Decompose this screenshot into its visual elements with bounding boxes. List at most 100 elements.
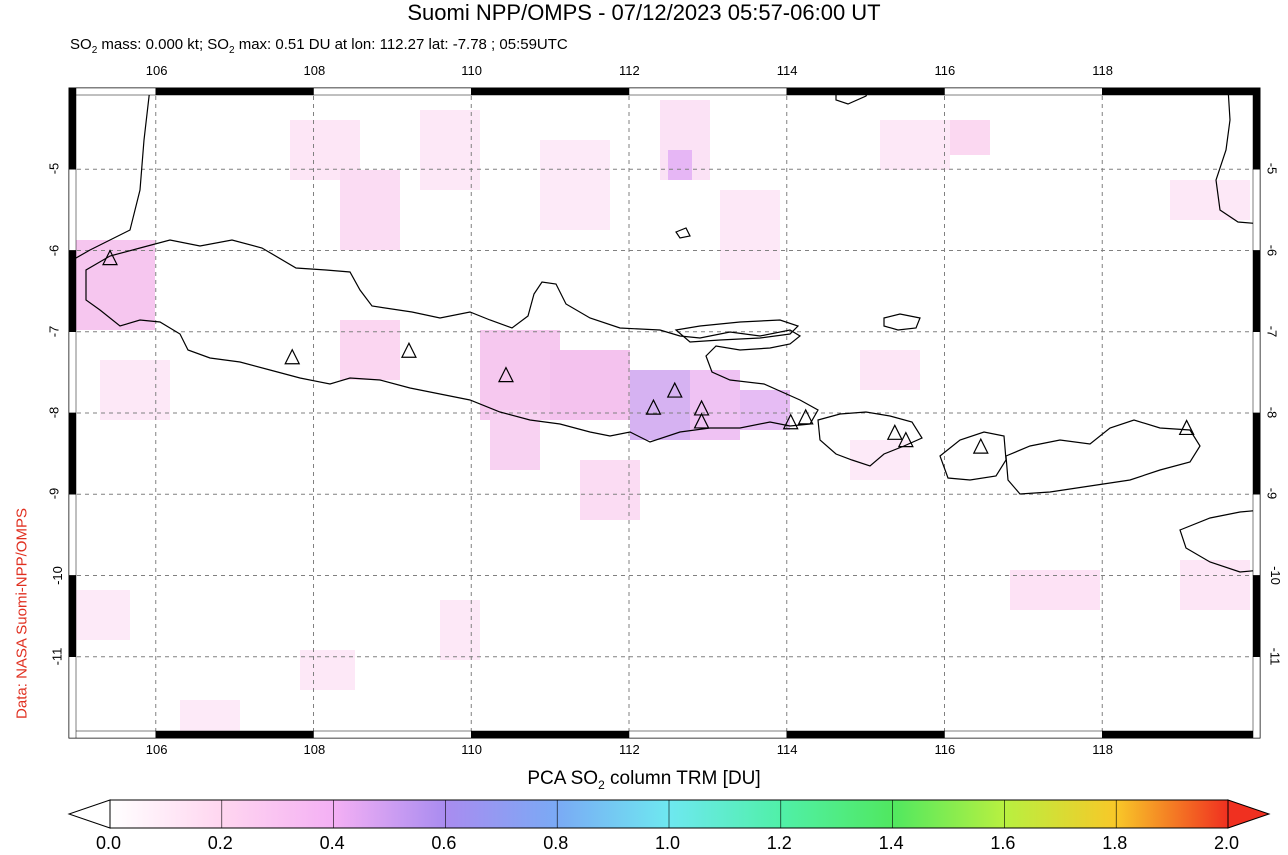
frame-bar-lon [628, 730, 788, 739]
frame-bar-lon [1102, 730, 1261, 739]
lon-tick-label: 114 [776, 63, 798, 78]
lat-tick-label: -5 [46, 162, 62, 175]
colorbar-tick-label: 0.0 [96, 833, 122, 853]
colorbar-tick-label: 0.4 [319, 833, 345, 853]
so2-pixel [490, 410, 540, 470]
frame-bar-lat [68, 412, 77, 495]
so2-pixel [540, 140, 610, 230]
java-coast [85, 239, 819, 443]
sumatra-coast [69, 88, 151, 263]
map-frame [68, 87, 1261, 739]
colorbar-tick-label: 0.2 [207, 833, 233, 853]
frame-bar-lat [1252, 87, 1261, 170]
so2-pixel [340, 320, 400, 380]
lat-tick-label: -10 [49, 565, 65, 585]
frame-bar-lat [1252, 331, 1261, 414]
kalimantan-coast [835, 88, 871, 105]
frame-bar-lon [313, 730, 472, 739]
colorbar-max-arrow [1227, 799, 1271, 829]
colorbar-tick-label: 1.8 [1102, 833, 1128, 853]
frame-bar-lon [313, 87, 472, 96]
frame-bar-lat [68, 331, 77, 414]
lon-tick-label: 112 [619, 63, 640, 78]
frame-bar-lon [471, 87, 630, 96]
lat-tick-label: -8 [1264, 406, 1280, 419]
frame-bar-lon [1102, 87, 1261, 96]
volcano-icon [666, 381, 683, 398]
so2-pixel [860, 350, 920, 390]
lat-tick-label: -9 [46, 487, 62, 500]
lat-tick-label: -11 [49, 647, 65, 666]
colorbar-tick-label: 1.2 [766, 833, 792, 853]
lon-tick-label: 110 [461, 742, 482, 757]
lon-tick-label: 108 [303, 63, 326, 78]
lon-tick-label: 116 [934, 742, 956, 757]
frame-bar-lon [786, 730, 945, 739]
colorbar-tick-label: 1.0 [655, 833, 681, 853]
lat-tick-label: -5 [1264, 162, 1280, 175]
summary-mid: mass: 0.000 kt; SO [97, 36, 229, 53]
so2-pixel [580, 460, 640, 520]
lon-tick-label: 112 [619, 742, 640, 757]
volcano-icon [782, 413, 799, 430]
so2-pixel [720, 190, 780, 280]
lon-tick-label: 118 [1092, 63, 1113, 78]
map-title: Suomi NPP/OMPS - 07/12/2023 05:57-06:00 … [407, 0, 881, 25]
sumbawa-coast [1005, 419, 1201, 495]
so2-pixel-peak [630, 370, 690, 440]
lat-tick-label: -6 [46, 244, 62, 256]
coastlines [69, 88, 1260, 573]
frame-bar-lat [68, 575, 77, 657]
colorbar-tick-label: 0.6 [431, 833, 457, 853]
so2-pixel [550, 350, 630, 420]
sumba-coast [1179, 509, 1260, 573]
volcano-icon [284, 348, 301, 365]
frame-bar-lat [1252, 169, 1261, 251]
kangean-island [883, 313, 921, 331]
so2-pixel [1010, 570, 1100, 610]
lat-tick-label: -11 [1267, 647, 1283, 666]
volcano-icon [693, 412, 710, 429]
volcano-icon [1178, 419, 1195, 436]
volcano-markers [102, 249, 1195, 454]
volcano-icon [886, 423, 903, 440]
frame-bar-lat [68, 250, 77, 332]
so2-pixel [950, 120, 990, 155]
frame-bar-lon [68, 87, 157, 96]
volcano-icon [400, 341, 417, 358]
frame-bar-lon [471, 730, 630, 739]
colorbar-tick-label: 1.4 [878, 833, 904, 853]
so2-pixel [880, 120, 950, 170]
lon-tick-label: 118 [1092, 742, 1113, 757]
lon-tick-label: 114 [776, 742, 798, 757]
frame-bar-lon [628, 87, 788, 96]
so2-pixel [340, 170, 400, 250]
madura-coast [674, 319, 800, 343]
frame-bar-lat [1252, 250, 1261, 332]
cb-label-sub: 2 [598, 777, 605, 792]
so2-pixel [440, 600, 480, 660]
colorbar-tick-marks [109, 800, 1229, 828]
colorbar-label: PCA SO2 column TRM [DU] [0, 768, 1288, 792]
frame-bar-lon [155, 87, 314, 96]
summary-prefix: SO [70, 36, 92, 53]
colorbar-tick-label: 0.8 [543, 833, 569, 853]
frame-bar-lat [1252, 412, 1261, 495]
lat-tick-label: -9 [1264, 487, 1280, 500]
sulawesi-coast [1215, 88, 1260, 225]
colorbar-min-arrow [67, 799, 111, 829]
so2-pixels [70, 100, 1250, 738]
volcano-icon [645, 398, 662, 415]
lat-tick-label: -7 [1264, 325, 1280, 338]
so2-summary: SO2 mass: 0.000 kt; SO2 max: 0.51 DU at … [70, 36, 568, 56]
cb-label-prefix: PCA SO [527, 768, 599, 789]
colorbar-tick-label: 1.6 [990, 833, 1016, 853]
so2-pixel-west [75, 240, 155, 330]
lon-tick-label: 116 [934, 63, 956, 78]
volcano-icon [972, 437, 989, 454]
so2-pixel [850, 440, 910, 480]
frame-bar-lat [68, 87, 77, 170]
so2-pixel [420, 110, 480, 190]
frame-bar-lat [68, 169, 77, 251]
